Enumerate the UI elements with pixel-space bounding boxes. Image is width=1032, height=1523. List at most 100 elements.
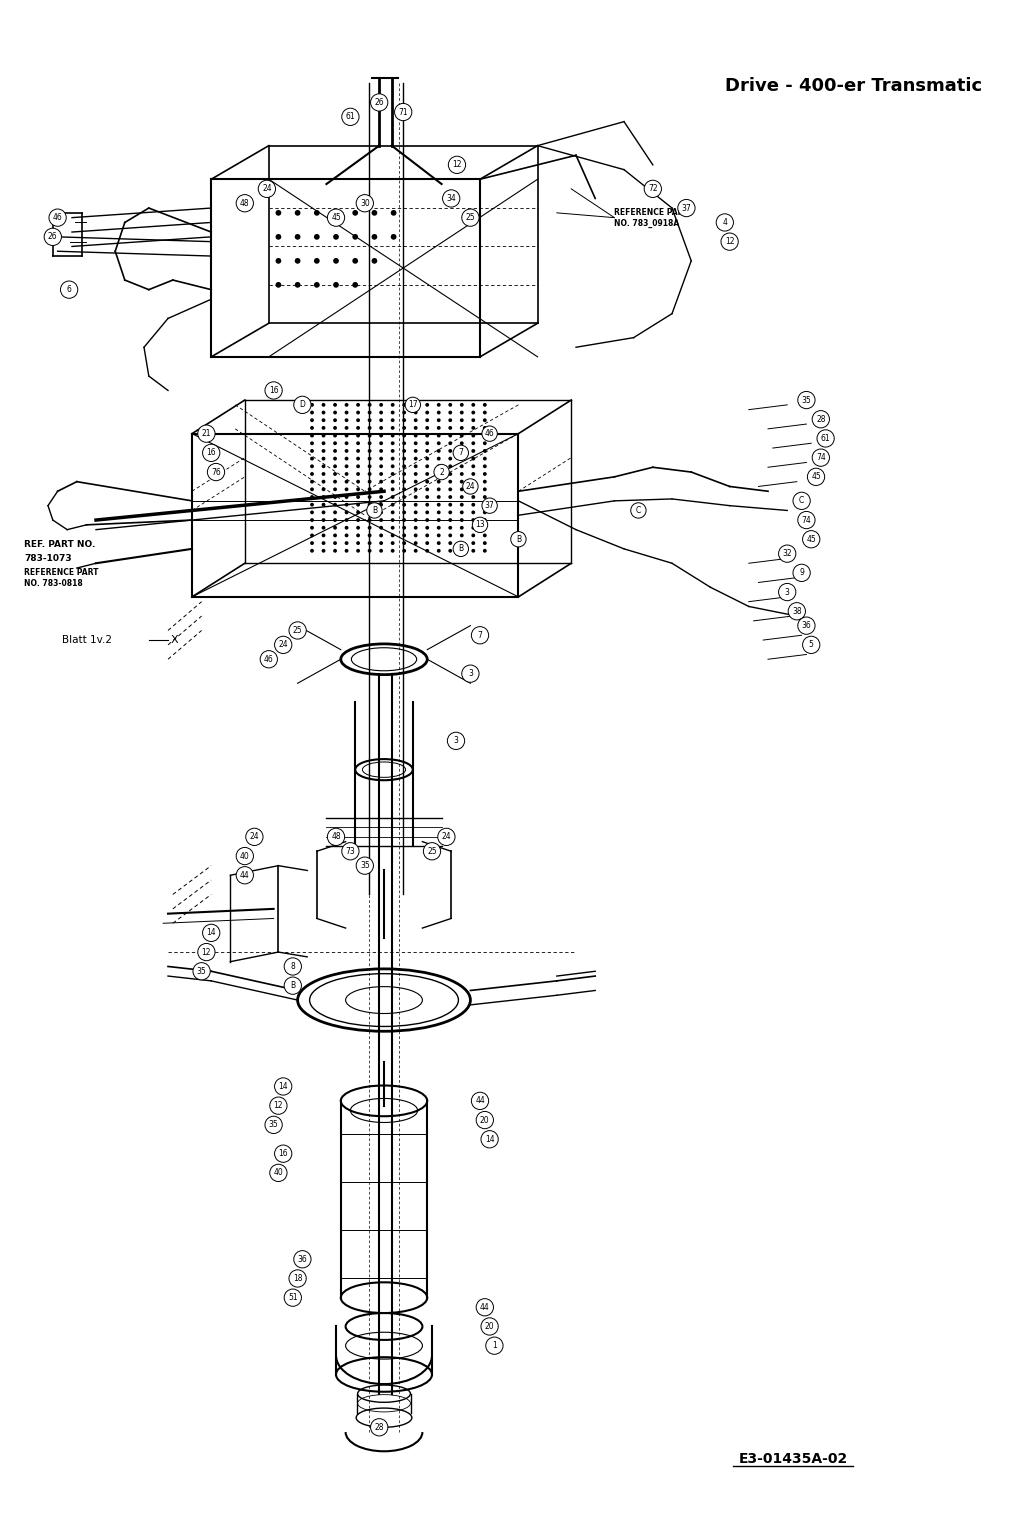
Circle shape <box>345 503 349 507</box>
Circle shape <box>483 510 487 515</box>
Circle shape <box>367 533 372 538</box>
Circle shape <box>788 603 805 620</box>
Circle shape <box>460 457 463 460</box>
Circle shape <box>460 503 463 507</box>
Text: 3: 3 <box>454 736 458 745</box>
Circle shape <box>448 510 452 515</box>
Circle shape <box>310 503 314 507</box>
Circle shape <box>314 282 320 288</box>
Circle shape <box>49 209 66 227</box>
Text: B: B <box>372 506 377 515</box>
Circle shape <box>345 442 349 445</box>
Circle shape <box>414 480 418 484</box>
Circle shape <box>236 847 254 865</box>
Text: 76: 76 <box>212 468 221 477</box>
Text: 48: 48 <box>331 833 341 841</box>
Circle shape <box>356 495 360 500</box>
Text: 45: 45 <box>331 213 341 222</box>
Text: 16: 16 <box>268 385 279 394</box>
Circle shape <box>356 404 360 407</box>
Text: 51: 51 <box>288 1293 297 1302</box>
Circle shape <box>483 533 487 538</box>
Circle shape <box>437 548 441 553</box>
Circle shape <box>202 924 220 941</box>
Circle shape <box>379 503 383 507</box>
Circle shape <box>812 449 830 466</box>
Circle shape <box>236 867 254 883</box>
Circle shape <box>345 411 349 414</box>
Circle shape <box>406 398 420 413</box>
Circle shape <box>391 449 394 452</box>
Circle shape <box>402 548 406 553</box>
Circle shape <box>367 503 372 507</box>
Circle shape <box>425 426 429 429</box>
Circle shape <box>414 465 418 468</box>
Circle shape <box>379 518 383 522</box>
Circle shape <box>425 442 429 445</box>
Circle shape <box>460 525 463 530</box>
Circle shape <box>379 434 383 437</box>
Circle shape <box>793 492 810 510</box>
Text: 16: 16 <box>206 448 216 457</box>
Circle shape <box>379 449 383 452</box>
Circle shape <box>333 457 337 460</box>
Circle shape <box>352 235 358 239</box>
Circle shape <box>402 434 406 437</box>
Circle shape <box>483 449 487 452</box>
Circle shape <box>310 404 314 407</box>
Circle shape <box>236 195 254 212</box>
Circle shape <box>443 190 460 207</box>
Circle shape <box>462 478 478 493</box>
Circle shape <box>793 564 810 582</box>
Text: 20: 20 <box>485 1322 494 1331</box>
Circle shape <box>310 434 314 437</box>
Circle shape <box>472 457 475 460</box>
Circle shape <box>437 411 441 414</box>
Circle shape <box>345 426 349 429</box>
Circle shape <box>425 472 429 475</box>
Circle shape <box>448 465 452 468</box>
Circle shape <box>437 487 441 492</box>
Circle shape <box>345 480 349 484</box>
Circle shape <box>391 518 394 522</box>
Circle shape <box>448 472 452 475</box>
Circle shape <box>483 525 487 530</box>
Circle shape <box>366 503 382 518</box>
Circle shape <box>483 465 487 468</box>
Circle shape <box>356 426 360 429</box>
Circle shape <box>448 525 452 530</box>
Circle shape <box>379 495 383 500</box>
Text: 4: 4 <box>722 218 728 227</box>
Circle shape <box>391 419 394 422</box>
Circle shape <box>333 419 337 422</box>
Circle shape <box>414 419 418 422</box>
Circle shape <box>402 472 406 475</box>
Circle shape <box>333 487 337 492</box>
Circle shape <box>460 434 463 437</box>
Circle shape <box>437 495 441 500</box>
Circle shape <box>322 480 325 484</box>
Circle shape <box>460 533 463 538</box>
Circle shape <box>367 510 372 515</box>
Text: 30: 30 <box>360 198 369 207</box>
Circle shape <box>460 426 463 429</box>
Circle shape <box>198 425 215 442</box>
Circle shape <box>391 442 394 445</box>
Text: 26: 26 <box>375 97 384 107</box>
Circle shape <box>437 480 441 484</box>
Circle shape <box>333 465 337 468</box>
Circle shape <box>425 465 429 468</box>
Circle shape <box>61 282 77 299</box>
Circle shape <box>778 583 796 600</box>
Text: 16: 16 <box>279 1150 288 1157</box>
Circle shape <box>356 487 360 492</box>
Circle shape <box>367 541 372 545</box>
Circle shape <box>402 495 406 500</box>
Text: 34: 34 <box>446 193 456 203</box>
Circle shape <box>460 449 463 452</box>
Circle shape <box>269 1164 287 1182</box>
Circle shape <box>310 548 314 553</box>
Circle shape <box>379 472 383 475</box>
Circle shape <box>448 487 452 492</box>
Circle shape <box>472 465 475 468</box>
